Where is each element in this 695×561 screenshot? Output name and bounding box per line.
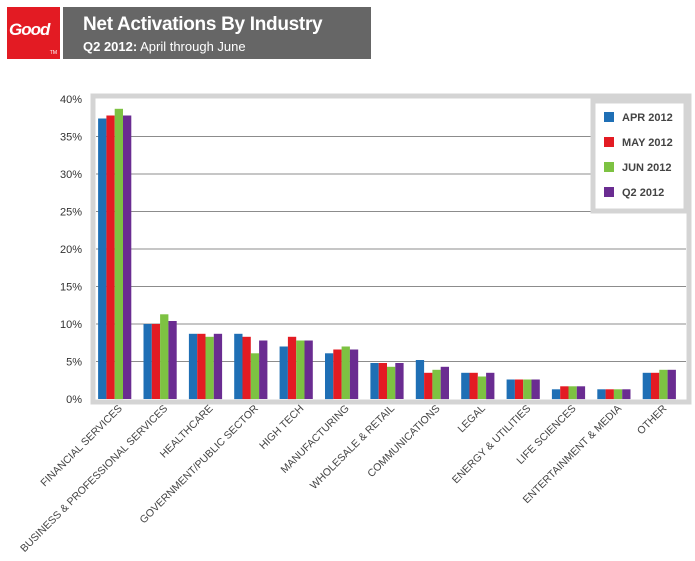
bar [461, 372, 470, 400]
subtitle-period: Q2 2012: [83, 39, 138, 54]
x-tick-label: HIGH TECH [257, 403, 306, 452]
x-tick-label: ENERGY & UTILITIES [450, 403, 533, 486]
bar [279, 346, 288, 399]
bar [341, 346, 350, 399]
bar [123, 115, 132, 399]
bar [576, 386, 586, 400]
bar [143, 324, 152, 399]
good-logo: Good TM [7, 7, 60, 59]
x-tick-label: OTHER [635, 402, 670, 437]
bar [432, 369, 441, 400]
bar [151, 324, 161, 399]
bar [188, 333, 198, 400]
bar [378, 363, 387, 399]
bar [259, 340, 268, 399]
legend-label: Q2 2012 [622, 187, 664, 199]
plot-border [90, 93, 692, 405]
bar [605, 389, 614, 400]
y-tick-label: 20% [60, 244, 82, 256]
bar [514, 379, 524, 399]
y-tick-label: 35% [60, 132, 82, 144]
bar [114, 108, 123, 400]
bar [242, 336, 251, 400]
bar [440, 366, 449, 400]
title-banner: Net Activations By Industry Q2 2012: Apr… [63, 7, 371, 59]
bar [333, 349, 342, 399]
legend-swatch [604, 162, 614, 172]
bar [568, 386, 577, 400]
bar [597, 389, 606, 400]
chart-frame [90, 93, 692, 405]
gridlines [96, 136, 686, 362]
bar [415, 360, 425, 399]
bar [160, 314, 169, 400]
subtitle-range: April through June [137, 39, 246, 54]
legend-swatch [604, 112, 614, 122]
bar [477, 376, 487, 399]
legend-swatch [604, 137, 614, 147]
bar [659, 369, 668, 400]
bar [387, 366, 396, 400]
x-tick-label: ENTERTAINMENT & MEDIA [521, 403, 624, 506]
bar [506, 379, 515, 399]
legend-swatch [604, 187, 614, 197]
bar [370, 363, 379, 399]
bar [469, 372, 478, 400]
bar [168, 321, 177, 399]
bar [486, 372, 495, 400]
y-tick-label: 40% [60, 94, 82, 106]
bar [106, 115, 115, 399]
x-tick-label: LEGAL [455, 403, 488, 436]
y-tick-label: 5% [66, 357, 82, 369]
chart-title: Net Activations By Industry [83, 14, 323, 35]
bar [325, 353, 334, 400]
bar [667, 369, 676, 400]
x-tick-label: WHOLESALE & RETAIL [308, 403, 397, 492]
legend-label: MAY 2012 [622, 137, 673, 149]
y-tick-label: 30% [60, 169, 82, 181]
y-tick-label: 0% [66, 394, 82, 406]
legend-label: APR 2012 [622, 112, 673, 124]
bars [98, 108, 676, 400]
y-tick-label: 10% [60, 319, 82, 331]
bar [296, 340, 305, 399]
bar [424, 372, 433, 400]
bar [205, 336, 214, 400]
bar [234, 333, 243, 400]
bar [250, 353, 260, 400]
bar [651, 372, 660, 400]
bar [197, 333, 206, 400]
bar [304, 340, 313, 399]
bar [349, 349, 359, 399]
bar [213, 333, 223, 400]
bar [531, 379, 540, 399]
bar [395, 363, 404, 399]
bar [560, 386, 569, 400]
x-tick-label: FINANCIAL SERVICES [38, 403, 124, 489]
bar [622, 389, 631, 400]
y-axis-labels: 0% 5% 10% 15% 20% 25% 30% 35% 40% [60, 94, 82, 406]
bar [287, 336, 297, 400]
y-tick-label: 25% [60, 207, 82, 219]
bar [523, 379, 532, 399]
legend: APR 2012 MAY 2012 JUN 2012 Q2 2012 [590, 98, 689, 214]
bar [613, 389, 623, 400]
chart-subtitle: Q2 2012: April through June [83, 39, 246, 54]
y-tick-label: 15% [60, 282, 82, 294]
bar [551, 389, 561, 400]
legend-label: JUN 2012 [622, 162, 672, 174]
bar [98, 118, 107, 399]
bar [642, 372, 651, 400]
logo-text: Good [9, 20, 50, 39]
logo-trademark: TM [49, 50, 57, 56]
